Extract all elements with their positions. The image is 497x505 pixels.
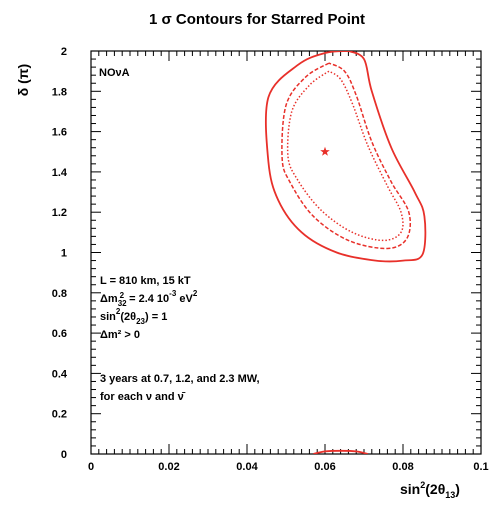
contour-solid [313,449,369,454]
exposure-label: 3 years at 0.7, 1.2, and 2.3 MW, [100,373,260,385]
starred-point [320,146,330,156]
star-marker [320,146,330,156]
beam-mode-label: for each ν and ν̄ [100,391,186,403]
contour-dashed [281,62,412,250]
y-tick-label: 0.8 [52,288,67,300]
contour-solid [264,51,427,263]
x-tick-label: 0.1 [473,461,488,473]
axis-ticks [90,50,482,455]
x-tick-label: 0.04 [236,461,258,473]
hierarchy-label: Δm² > 0 [100,329,140,341]
y-axis-label: δ (π) [15,64,31,96]
x-axis-label: sin2(2θ13) [400,480,460,500]
experiment-label: NOνA [99,67,130,79]
y-tick-label: 0.2 [52,409,67,421]
contour-lines [264,51,427,454]
y-tick-label: 1.4 [52,167,68,179]
mixing-angle-label: sin2(2θ23) = 1 [100,307,167,326]
y-tick-label: 0.4 [52,368,68,380]
mass-splitting-label: Δm322 = 2.4 10-3 eV2 [100,289,198,308]
chart-title: 1 σ Contours for Starred Point [149,11,365,28]
x-tick-label: 0.08 [392,461,413,473]
y-tick-label: 1.6 [52,127,67,139]
y-tick-label: 1 [61,248,67,260]
y-tick-label: 1.2 [52,207,67,219]
y-tick-label: 0.6 [52,328,67,340]
x-tick-label: 0.02 [158,461,179,473]
baseline-label: L = 810 km, 15 kT [100,275,191,287]
axis-tick-labels: 0 0.02 0.04 0.06 0.08 0.1 0 0.2 0.4 0.6 0.8 1 1.2 1.4… [52,46,489,473]
y-tick-label: 0 [61,449,67,461]
x-tick-label: 0.06 [314,461,335,473]
y-tick-label: 1.8 [52,86,67,98]
contour-dotted [286,70,404,242]
y-tick-label: 2 [61,46,67,58]
x-tick-label: 0 [88,461,94,473]
